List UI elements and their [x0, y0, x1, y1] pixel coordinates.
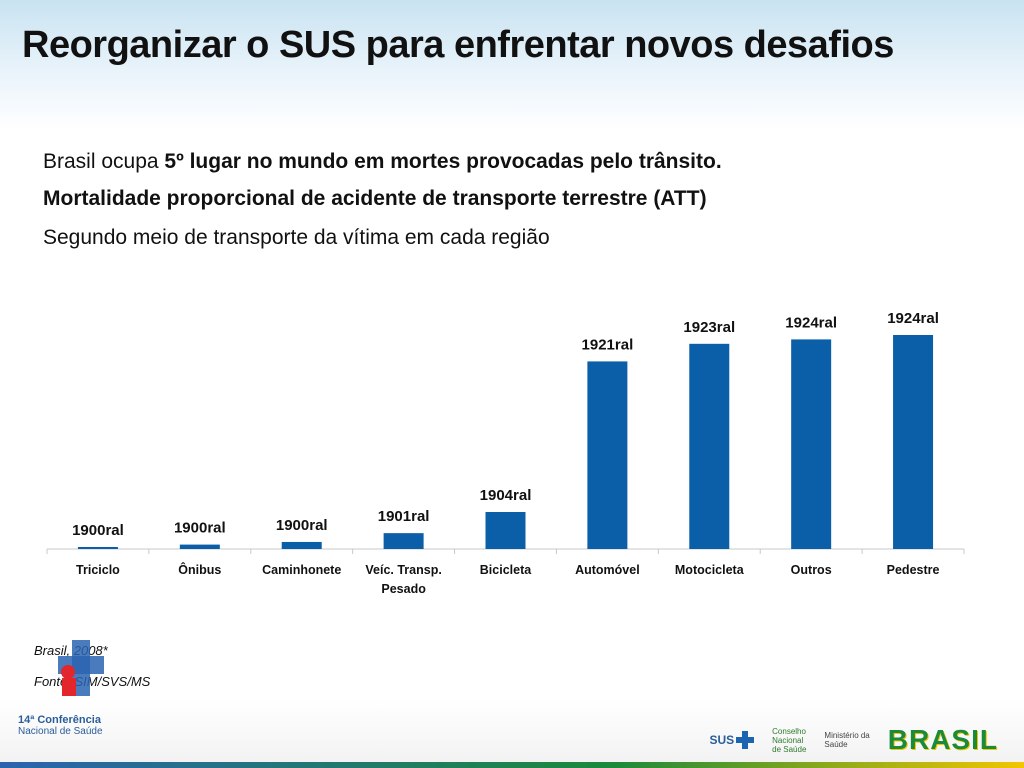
cns-line2: Nacional [772, 735, 804, 745]
category-label-8: Outros [791, 563, 832, 577]
slide-title: Reorganizar o SUS para enfrentar novos d… [22, 24, 894, 66]
conference-line1: 14ª Conferência [18, 714, 101, 726]
category-label-7: Motocicleta [675, 563, 745, 577]
bottom-stripe [0, 762, 1024, 768]
bar-5 [485, 512, 526, 549]
bar-4 [383, 533, 424, 549]
footer-logos: SUS Conselho Nacional de Saúde Ministéri… [709, 720, 998, 760]
category-label-4: Pesado [381, 582, 426, 596]
data-label-8: 1924ral [785, 314, 837, 331]
category-label-5: Bicicleta [480, 563, 532, 577]
sus-label: SUS [709, 733, 735, 747]
cns-logo: Conselho Nacional de Saúde [772, 727, 806, 754]
sus-cross-icon [736, 731, 755, 749]
bar-2 [179, 544, 220, 549]
conference-text: 14ª Conferência Nacional de Saúde [18, 714, 103, 738]
cns-line3: de Saúde [772, 744, 807, 754]
bar-chart: 1900ral 1900ral 1900ral 1901ral 1904ral 1921r… [46, 310, 965, 596]
bar-3 [281, 541, 322, 549]
brasil-logo: BRASIL [887, 724, 998, 755]
data-label-7: 1923ral [683, 319, 735, 336]
category-labels: Triciclo Ônibus Caminhonete Veíc. Transp. Pe… [76, 562, 939, 596]
bar-9 [893, 335, 934, 549]
data-label-5: 1904ral [480, 487, 532, 504]
bar-series [77, 335, 934, 549]
ministry-line1: Ministério da [824, 731, 870, 740]
category-label-9: Pedestre [887, 563, 940, 577]
sus-logo: SUS [709, 731, 755, 749]
category-label-2: Ônibus [178, 562, 221, 577]
bar-7 [689, 343, 730, 549]
chart-subheading: Segundo meio de transporte da vítima em … [43, 226, 550, 249]
ranking-intro: Brasil ocupa [43, 150, 165, 173]
cns-line1: Conselho [772, 726, 806, 736]
data-label-9: 1924ral [887, 310, 939, 327]
data-label-2: 1900ral [174, 520, 226, 537]
category-label-4: Veíc. Transp. [365, 563, 441, 577]
x-axis-ticks [46, 549, 965, 554]
bar-6 [587, 361, 628, 549]
subtitle-line-ranking: Brasil ocupa 5º lugar no mundo em mortes… [43, 150, 722, 174]
bar-8 [791, 339, 832, 549]
conference-line2: Nacional de Saúde [18, 726, 103, 737]
ministry-logo: Ministério da Saúde [824, 731, 869, 749]
ministry-line2: Saúde [824, 740, 848, 749]
conference-logo: 14ª Conferência Nacional de Saúde [18, 636, 128, 746]
data-label-4: 1901ral [378, 508, 430, 525]
category-label-1: Triciclo [76, 563, 120, 577]
category-label-3: Caminhonete [262, 563, 341, 577]
data-labels: 1900ral 1900ral 1900ral 1901ral 1904ral 1921r… [72, 310, 939, 539]
data-label-3: 1900ral [276, 517, 328, 534]
bar-1 [77, 547, 118, 549]
category-label-6: Automóvel [575, 563, 640, 577]
ranking-highlight: 5º lugar no mundo em mortes provocadas p… [164, 150, 722, 173]
data-label-1: 1900ral [72, 522, 124, 539]
data-label-6: 1921ral [582, 336, 634, 353]
chart-heading: Mortalidade proporcional de acidente de … [43, 187, 707, 210]
conference-cross-icon [58, 640, 104, 696]
